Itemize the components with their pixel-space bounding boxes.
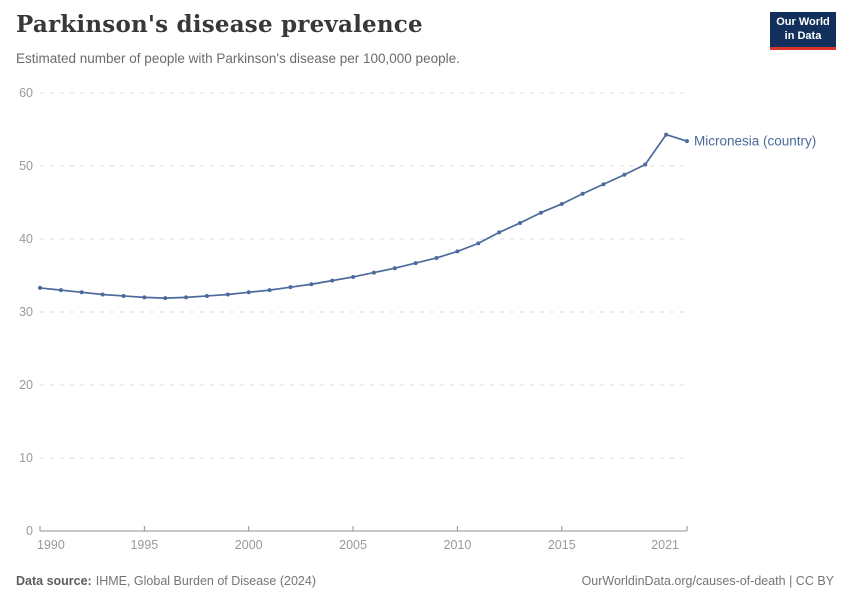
data-point xyxy=(518,220,523,225)
data-point xyxy=(225,292,230,297)
data-point xyxy=(309,282,314,287)
logo-line1: Our World xyxy=(776,15,830,28)
data-point xyxy=(434,255,439,260)
data-point xyxy=(643,162,648,167)
data-point xyxy=(163,296,168,301)
logo-line2: in Data xyxy=(784,29,822,42)
credit-link[interactable]: OurWorldinData.org/causes-of-death | CC … xyxy=(581,574,834,588)
data-point xyxy=(351,274,356,279)
data-point xyxy=(559,201,564,206)
x-tick-label: 2010 xyxy=(444,538,472,552)
page-title: Parkinson's disease prevalence xyxy=(16,11,423,38)
data-point xyxy=(392,266,397,271)
data-point xyxy=(538,210,543,215)
data-point xyxy=(79,290,84,295)
data-point xyxy=(580,191,585,196)
x-tick-label: 1995 xyxy=(130,538,158,552)
data-source-label: Data source: xyxy=(16,574,92,588)
x-tick-label: 2015 xyxy=(548,538,576,552)
data-point xyxy=(455,249,460,254)
data-point xyxy=(622,172,627,177)
data-point xyxy=(204,293,209,298)
data-point xyxy=(685,139,689,144)
data-point xyxy=(601,182,606,187)
y-tick-label: 30 xyxy=(19,305,33,319)
data-point xyxy=(58,288,63,293)
data-point xyxy=(184,295,189,300)
series-end-label: Micronesia (country) xyxy=(694,134,816,149)
y-tick-label: 50 xyxy=(19,159,33,173)
data-point xyxy=(121,293,126,298)
page-subtitle: Estimated number of people with Parkinso… xyxy=(16,51,460,66)
x-tick-label: 2021 xyxy=(651,538,679,552)
owid-logo[interactable]: Our World in Data xyxy=(770,12,836,50)
y-tick-label: 20 xyxy=(19,378,33,392)
y-tick-label: 0 xyxy=(26,524,33,538)
data-point xyxy=(100,292,105,297)
chart-footer: Data source: IHME, Global Burden of Disea… xyxy=(16,574,834,588)
data-point xyxy=(38,285,42,290)
data-point xyxy=(371,270,376,275)
data-point xyxy=(413,261,418,266)
data-point xyxy=(330,278,335,283)
series-line xyxy=(39,133,688,299)
x-tick-label: 1990 xyxy=(37,538,65,552)
data-source-text: IHME, Global Burden of Disease (2024) xyxy=(95,574,316,588)
y-tick-label: 60 xyxy=(19,86,33,100)
x-tick-label: 2005 xyxy=(339,538,367,552)
data-point xyxy=(664,132,669,137)
data-source: Data source: IHME, Global Burden of Disea… xyxy=(16,574,316,588)
y-tick-label: 10 xyxy=(19,451,33,465)
y-tick-label: 40 xyxy=(19,232,33,246)
data-point xyxy=(267,288,272,293)
data-point xyxy=(497,230,502,235)
data-point xyxy=(288,285,293,290)
data-point xyxy=(142,295,147,300)
x-tick-label: 2000 xyxy=(235,538,263,552)
data-point xyxy=(246,290,251,295)
data-point xyxy=(476,241,481,246)
